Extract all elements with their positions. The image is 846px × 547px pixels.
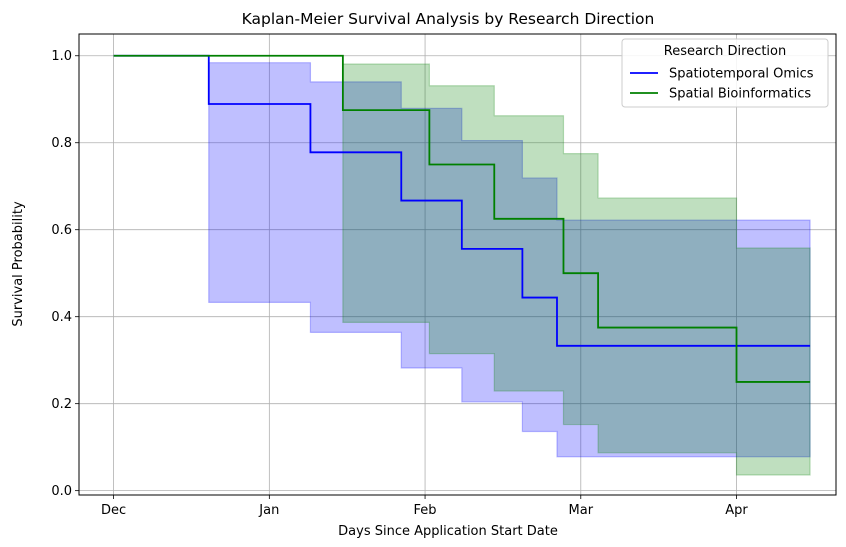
spatial-bioinformatics-survival-line: [113, 54, 811, 383]
chart-title: Kaplan-Meier Survival Analysis by Resear…: [242, 10, 655, 28]
legend-entries: Spatiotemporal Omics Spatial Bioinformati…: [630, 67, 814, 102]
x-axis-ticks: Dec Jan Feb Mar Apr: [101, 495, 748, 518]
spatiotemporal-omics-confidence-band: [208, 62, 811, 458]
y-axis-label: Survival Probability: [11, 201, 26, 327]
legend-box: [621, 38, 829, 108]
legend: Research Direction Spatiotemporal OmicsS…: [621, 38, 829, 108]
y-tick-label: 0.2: [51, 397, 72, 412]
legend-title: Research Direction: [664, 44, 787, 59]
y-tick-label: 0.6: [51, 223, 72, 238]
spatiotemporal-omics-legend-label: Spatiotemporal Omics: [669, 67, 814, 82]
y-tick-label: 1.0: [51, 49, 72, 64]
y-tick-label: 0.0: [51, 484, 72, 499]
x-tick-label: Mar: [569, 503, 594, 518]
x-tick-label: Feb: [414, 503, 437, 518]
x-tick-label: Apr: [725, 503, 748, 518]
x-axis-label: Days Since Application Start Date: [338, 524, 558, 539]
confidence-bands: [208, 62, 811, 476]
y-tick-label: 0.8: [51, 136, 72, 151]
x-tick-label: Jan: [258, 503, 279, 518]
x-tick-label: Dec: [101, 503, 126, 518]
y-tick-label: 0.4: [51, 310, 72, 325]
survival-lines: [113, 54, 811, 383]
spatial-bioinformatics-legend-label: Spatial Bioinformatics: [669, 87, 811, 102]
spatiotemporal-omics-survival-line: [113, 54, 811, 347]
y-axis-ticks: 0.0 0.2 0.4 0.6 0.8 1.0: [51, 49, 79, 499]
plot-frame: [78, 33, 837, 496]
spatial-bioinformatics-confidence-band: [342, 63, 811, 476]
